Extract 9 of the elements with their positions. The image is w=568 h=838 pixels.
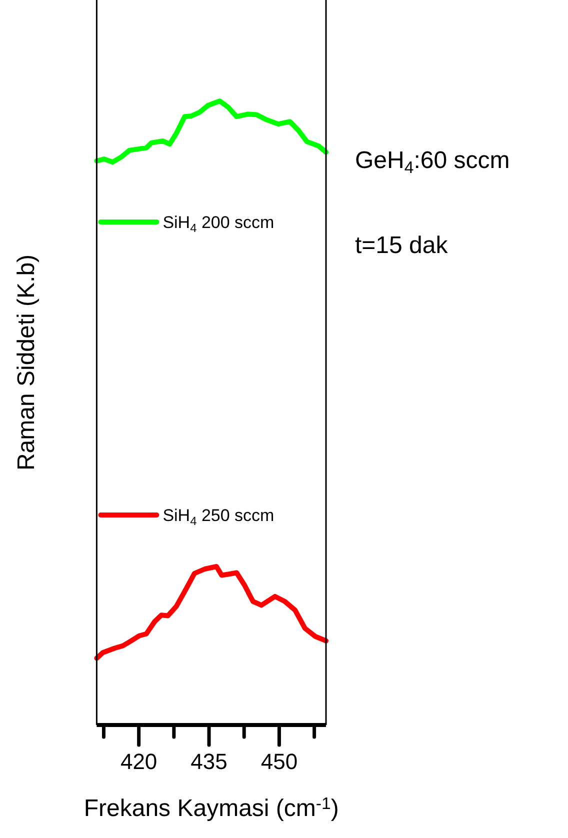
x-tick-label: 435: [190, 749, 228, 774]
x-axis-title: Frekans Kaymasi (cm$^{-1}$): [84, 794, 339, 822]
text: GeH$_{4}$:60 sccm: [355, 147, 510, 178]
legend-label: SiH$_{4}$ 250 sccm: [162, 506, 274, 528]
y-axis-title: Raman Siddeti (K.b): [13, 254, 40, 471]
text: t=15 dak: [355, 232, 449, 259]
x-tick-label: 420: [120, 749, 158, 774]
x-tick-label: 450: [260, 749, 298, 774]
legend-label: SiH$_{4}$ 200 sccm: [162, 213, 274, 235]
